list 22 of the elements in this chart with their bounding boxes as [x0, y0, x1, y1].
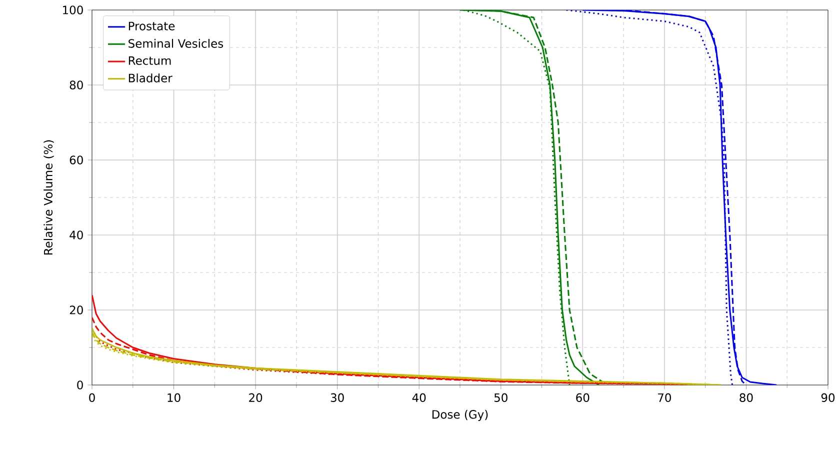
- y-tick-label: 100: [63, 6, 83, 14]
- legend-label: Prostate: [128, 22, 175, 30]
- y-tick-label: 80: [70, 80, 83, 90]
- x-tick-label: 60: [576, 393, 590, 402]
- legend-label: Bladder: [128, 74, 172, 82]
- x-tick-label: 40: [412, 393, 426, 402]
- x-tick-label: 50: [494, 393, 508, 402]
- y-tick-label: 60: [70, 156, 83, 164]
- y-tick-label: 40: [70, 230, 83, 240]
- x-tick-label: 10: [168, 393, 180, 402]
- x-tick-label: 0: [89, 393, 95, 402]
- legend-label: Seminal Vesicles: [128, 38, 224, 48]
- y-tick-label: 0: [77, 380, 83, 390]
- x-tick-label: 30: [330, 393, 344, 402]
- y-axis-title: Relative Volume (%): [44, 140, 54, 255]
- legend-label: Rectum: [128, 56, 171, 65]
- x-tick-label: 20: [249, 393, 262, 402]
- y-tick-label: 20: [70, 306, 83, 314]
- x-tick-label: 80: [740, 393, 753, 402]
- x-tick-label: 90: [821, 393, 835, 402]
- x-axis-title: Dose (Gy): [432, 410, 488, 421]
- x-tick-label: 70: [658, 393, 671, 402]
